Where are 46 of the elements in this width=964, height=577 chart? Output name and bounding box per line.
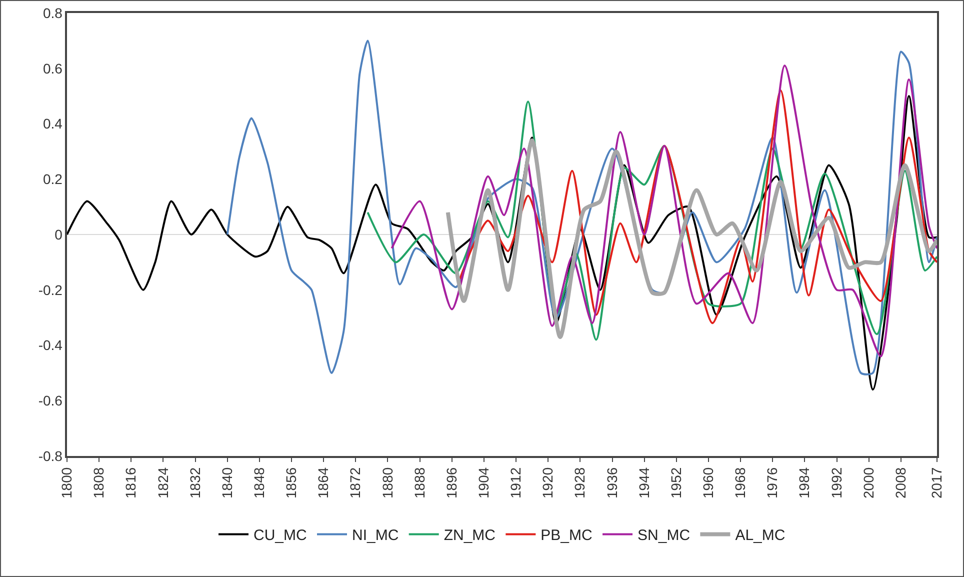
y-tick-label: -0.8 [38, 448, 63, 464]
legend-label: AL_MC [735, 527, 786, 544]
x-tick-label: 1800 [58, 467, 75, 499]
x-tick-label: 1816 [122, 467, 139, 499]
x-tick-label: 1824 [154, 467, 171, 499]
line-series [458, 90, 937, 324]
x-tick-label: 2017 [928, 467, 945, 499]
x-tick-label: 1832 [186, 467, 203, 499]
y-tick-label: -0.4 [38, 337, 63, 354]
line-series [446, 138, 937, 339]
x-tick-label: 1848 [250, 467, 267, 499]
y-tick-label: -0.2 [38, 282, 63, 298]
x-tick-label: 1864 [315, 467, 332, 499]
x-tick-label: 1944 [636, 467, 652, 499]
y-tick-label: -0.6 [38, 392, 63, 409]
x-tick-label: 1904 [476, 467, 492, 499]
x-tick-label: 1992 [828, 467, 844, 499]
x-tick-label: 1888 [411, 467, 428, 499]
y-tick-label: 0 [54, 226, 63, 242]
y-tick-label: 0.6 [42, 60, 63, 76]
legend-label: CU_MC [254, 527, 307, 544]
x-tick-label: 1808 [90, 467, 107, 499]
x-tick-label: 1936 [604, 467, 620, 499]
legend-label: PB_MC [540, 527, 593, 544]
x-tick-label: 2000 [860, 467, 876, 499]
x-tick-label: 1912 [508, 467, 524, 499]
legend-label: NI_MC [352, 527, 399, 544]
x-tick-label: 1872 [347, 467, 364, 499]
x-tick-label: 2008 [892, 467, 908, 499]
y-tick-label: 0.2 [42, 171, 63, 188]
x-tick-label: 1896 [443, 467, 460, 499]
x-tick-label: 1960 [700, 467, 716, 499]
x-tick-label: 1920 [540, 467, 556, 499]
x-tick-label: 1984 [796, 467, 812, 499]
x-tick-label: 1856 [283, 467, 300, 499]
x-tick-label: 1952 [668, 467, 684, 499]
line-series [390, 64, 937, 358]
y-tick-label: 0.4 [42, 116, 63, 132]
x-tick-label: 1928 [572, 467, 588, 499]
x-tick-label: 1976 [764, 467, 780, 499]
legend-label: ZN_MC [444, 527, 496, 544]
y-tick-label: 0.8 [42, 4, 63, 21]
legend-label: SN_MC [638, 527, 690, 544]
x-tick-label: 1968 [732, 467, 748, 499]
x-tick-label: 1880 [379, 467, 396, 499]
x-tick-label: 1840 [218, 467, 235, 499]
